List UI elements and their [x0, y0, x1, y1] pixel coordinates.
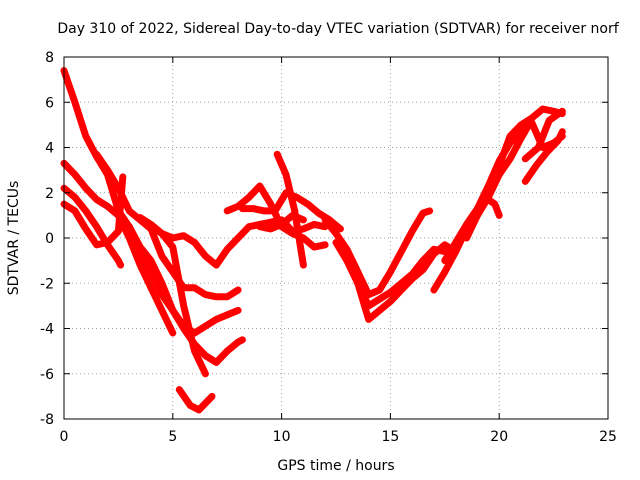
y-tick-label: 4 [45, 141, 54, 157]
data-series-track-22 [521, 107, 566, 163]
data-series-track-5 [93, 150, 242, 301]
data-series-track-12 [273, 150, 307, 269]
y-tick-label: 8 [45, 50, 54, 66]
y-tick-label: -6 [40, 367, 54, 383]
y-tick-label: 2 [45, 186, 54, 202]
chart-title: Day 310 of 2022, Sidereal Day-to-day VTE… [57, 21, 619, 37]
x-tick-label: 5 [168, 429, 177, 445]
x-tick-label: 15 [381, 429, 399, 445]
x-tick-label: 10 [273, 429, 291, 445]
x-tick-label: 25 [599, 429, 617, 445]
y-tick-label: 0 [45, 231, 54, 247]
y-tick-label: -8 [40, 412, 54, 428]
data-series-track-20 [473, 196, 503, 219]
data-series-track-21 [521, 128, 566, 185]
data-series-track-6 [114, 211, 177, 337]
data-series-track-4 [60, 173, 127, 249]
x-axis-label: GPS time / hours [277, 458, 394, 474]
data-series-track-8 [175, 386, 216, 414]
data-series-track-3 [60, 184, 125, 269]
y-tick-label: -2 [40, 276, 54, 292]
data-series-track-10 [223, 182, 329, 251]
data-series-track-13 [256, 211, 307, 233]
data-series-track-1 [60, 67, 242, 337]
y-tick-label: 6 [45, 95, 54, 111]
data-series-group [60, 67, 566, 414]
y-tick-label: -4 [40, 322, 54, 338]
y-axis-label: SDTVAR / TECUs [6, 181, 22, 296]
data-series-track-2 [60, 159, 246, 366]
x-tick-label: 20 [490, 429, 508, 445]
axis-ticks: 0 5 10 15 20 25 -8 -6 -4 -2 0 2 4 6 8 [40, 50, 617, 445]
data-series-track-18 [441, 119, 566, 265]
data-series-track-16 [343, 241, 460, 323]
data-series-track-19 [463, 123, 531, 242]
x-tick-label: 0 [60, 429, 69, 445]
data-series-track-14 [321, 207, 434, 299]
